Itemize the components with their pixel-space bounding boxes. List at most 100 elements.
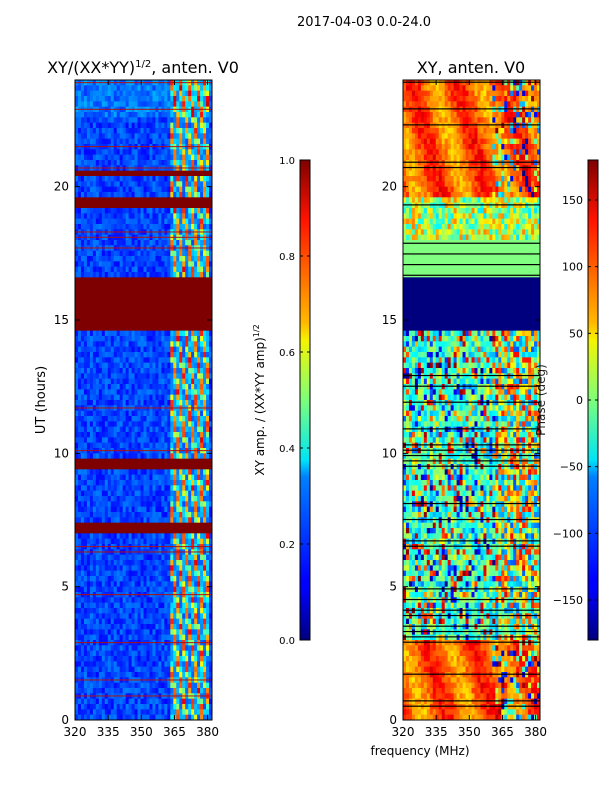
amplitude-cell: [113, 490, 118, 497]
amplitude-cell: [140, 469, 144, 476]
amplitude-cell: [182, 533, 186, 540]
amplitude-cell: [155, 240, 159, 246]
amplitude-cell: [128, 432, 132, 438]
amplitude-cell: [86, 714, 91, 720]
amplitude-cell: [119, 437, 124, 444]
amplitude-cell: [95, 378, 100, 385]
amplitude-cell: [113, 96, 118, 102]
amplitude-cell: [107, 101, 112, 108]
amplitude-cell: [128, 442, 132, 449]
amplitude-cell: [188, 176, 192, 182]
amplitude-cell: [110, 101, 115, 108]
amplitude-cell: [98, 506, 103, 513]
amplitude-cell: [185, 576, 189, 582]
amplitude-cell: [86, 357, 91, 364]
amplitude-cell: [176, 272, 180, 278]
amplitude-cell: [173, 496, 177, 502]
amplitude-cell: [188, 416, 192, 422]
amplitude-cell: [98, 672, 103, 678]
amplitude-cell: [95, 501, 100, 508]
amplitude-cell: [191, 613, 195, 620]
amplitude-cell: [104, 437, 109, 444]
amplitude-cell: [89, 272, 94, 278]
amplitude-cell: [200, 629, 204, 636]
amplitude-cell: [98, 389, 103, 396]
amplitude-cell: [146, 554, 150, 561]
amplitude-cell: [188, 533, 192, 540]
amplitude-cell: [110, 602, 115, 609]
amplitude-cell: [89, 581, 94, 588]
amplitude-cell: [143, 474, 147, 481]
amplitude-cell: [75, 602, 79, 609]
amplitude-cell: [119, 410, 124, 417]
amplitude-cell: [209, 272, 212, 278]
amplitude-cell: [161, 485, 165, 492]
amplitude-cell: [203, 272, 207, 278]
amplitude-cell: [197, 154, 201, 161]
amplitude-cell: [89, 688, 94, 694]
amplitude-cell: [137, 496, 141, 502]
amplitude-cell: [122, 704, 127, 710]
amplitude-cell: [170, 373, 174, 380]
phase-cell: [507, 80, 511, 86]
amplitude-cell: [149, 432, 153, 438]
amplitude-cell: [80, 597, 85, 604]
amplitude-cell: [86, 666, 91, 673]
amplitude-cell: [146, 432, 150, 438]
phase-cell: [441, 90, 446, 97]
amplitude-cell: [116, 256, 121, 262]
phase-cell: [477, 96, 481, 102]
amplitude-cell: [101, 496, 106, 502]
amplitude-cell: [146, 506, 150, 513]
amplitude-cell: [161, 432, 165, 438]
amplitude-cell: [110, 410, 115, 417]
amplitude-cell: [197, 533, 201, 540]
amplitude-cell: [98, 352, 103, 358]
amplitude-cell: [134, 192, 138, 198]
amplitude-cell: [134, 101, 138, 108]
amplitude-cell: [137, 224, 141, 230]
phase-cell: [456, 80, 460, 86]
amplitude-cell: [143, 570, 147, 577]
amplitude-cell: [164, 346, 168, 353]
amplitude-cell: [206, 576, 210, 582]
amplitude-cell: [200, 96, 204, 102]
amplitude-cell: [182, 410, 186, 417]
amplitude-cell: [158, 634, 162, 641]
amplitude-cell: [158, 496, 162, 502]
amplitude-cell: [173, 266, 177, 273]
amplitude-cell: [116, 618, 121, 625]
amplitude-cell: [116, 602, 121, 609]
amplitude-cell: [110, 154, 115, 161]
amplitude-cell: [107, 645, 112, 652]
amplitude-cell: [194, 597, 198, 604]
amplitude-cell: [113, 608, 118, 614]
amplitude-cell: [170, 346, 174, 353]
amplitude-cell: [119, 453, 124, 460]
amplitude-cell: [137, 336, 141, 342]
amplitude-cell: [191, 597, 195, 604]
amplitude-cell: [110, 208, 115, 214]
amplitude-cell: [176, 661, 180, 668]
amplitude-cell: [197, 138, 201, 145]
amplitude-cell: [161, 96, 165, 102]
amplitude-cell: [101, 613, 106, 620]
amplitude-cell: [143, 608, 147, 614]
amplitude-cell: [155, 661, 159, 668]
amplitude-cell: [137, 256, 141, 262]
amplitude-cell: [104, 176, 109, 182]
amplitude-cell: [200, 117, 204, 124]
amplitude-cell: [140, 666, 144, 673]
amplitude-cell: [113, 250, 118, 257]
amplitude-cell: [179, 400, 183, 406]
amplitude-cell: [158, 474, 162, 481]
amplitude-cell: [152, 576, 156, 582]
amplitude-cell: [140, 368, 144, 374]
amplitude-cell: [134, 133, 138, 140]
amplitude-cell: [75, 186, 79, 193]
amplitude-cell: [131, 480, 135, 486]
amplitude-cell: [194, 176, 198, 182]
amplitude-cell: [107, 634, 112, 641]
amplitude-cell: [98, 554, 103, 561]
amplitude-cell: [110, 149, 115, 156]
